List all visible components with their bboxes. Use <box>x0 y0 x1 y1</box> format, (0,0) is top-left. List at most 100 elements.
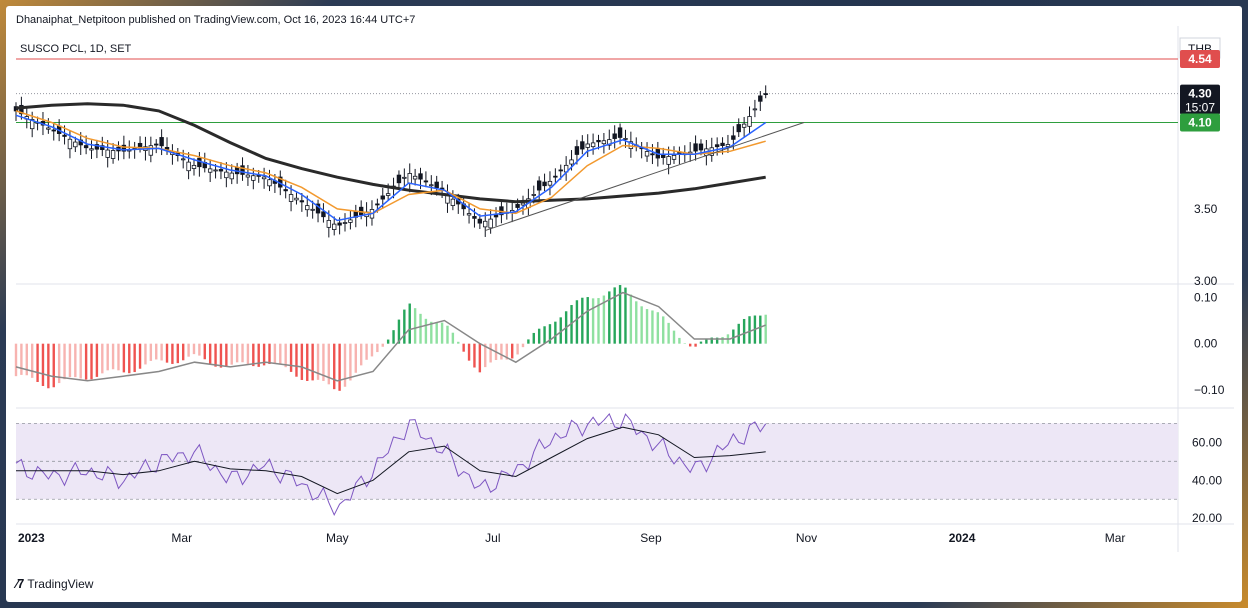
macd-bar <box>14 343 18 377</box>
macd-bar <box>74 343 77 378</box>
macd-bar <box>413 308 417 344</box>
tradingview-logo-icon: ⁄7 <box>16 576 24 591</box>
candle <box>520 195 526 215</box>
candle-body <box>83 145 89 149</box>
last-price-label-bg <box>1180 84 1220 115</box>
candle-body <box>488 218 493 229</box>
macd-bar <box>597 298 600 344</box>
candle-body <box>154 143 159 146</box>
macd-bar <box>235 343 239 363</box>
macd-bar <box>618 285 622 344</box>
candle-body <box>89 148 94 151</box>
macd-bar <box>430 321 433 344</box>
candle-body <box>558 169 563 172</box>
candle-body <box>326 220 332 228</box>
macd-bar <box>359 343 363 366</box>
candle-body <box>299 200 305 203</box>
macd-bar <box>106 343 109 371</box>
price-tick-label: 3.50 <box>1194 202 1218 216</box>
candle-body <box>574 146 580 155</box>
macd-bar <box>742 318 746 344</box>
candle-body <box>693 143 698 152</box>
support-price-label: 4.10 <box>1188 115 1212 129</box>
macd-bar <box>397 319 401 344</box>
macd-bar <box>640 306 643 344</box>
last-price-label-countdown: 15:07 <box>1185 101 1215 115</box>
candle-body <box>402 176 407 179</box>
sma-slow-line <box>15 102 766 204</box>
candle <box>234 162 240 184</box>
macd-bar <box>715 337 719 344</box>
candle <box>580 135 585 155</box>
candle <box>73 136 78 153</box>
candle <box>445 184 450 213</box>
macd-bar <box>705 338 708 344</box>
chart-svg[interactable]: SUSCO PCL, 1D, SET THB 3.003.504.544.301… <box>6 26 1242 586</box>
candle <box>466 203 472 224</box>
candle <box>51 123 56 141</box>
candle-body <box>288 194 294 202</box>
macd-bar <box>171 343 174 364</box>
macd-bar <box>672 330 676 344</box>
macd-bar <box>624 287 627 344</box>
candle <box>483 212 488 237</box>
macd-bar <box>376 343 379 353</box>
macd-bar <box>25 343 28 376</box>
candle-body <box>294 197 299 201</box>
candle-body <box>105 149 110 158</box>
macd-bar <box>63 343 66 380</box>
candle-body <box>698 143 704 151</box>
candle <box>110 143 116 164</box>
candle-body <box>650 153 655 156</box>
candle <box>725 134 731 153</box>
candle-body <box>590 142 596 148</box>
macd-bar <box>322 343 325 381</box>
candle-body <box>580 141 585 150</box>
candle <box>170 144 175 165</box>
candle <box>154 139 159 154</box>
candle-body <box>741 123 747 128</box>
macd-bar <box>138 343 142 369</box>
candle-body <box>310 208 315 211</box>
candle-body <box>520 202 526 206</box>
macd-bar <box>273 343 277 364</box>
macd-bar <box>581 297 584 344</box>
macd-bar <box>645 309 649 344</box>
candle <box>412 168 418 186</box>
candle <box>332 216 337 236</box>
macd-bar <box>257 343 260 367</box>
macd-bar <box>457 341 460 344</box>
candle-body <box>466 213 472 216</box>
macd-bar <box>20 343 23 375</box>
rsi-pane: 60.00 40.00 20.00 <box>15 412 1222 525</box>
macd-bar <box>748 316 751 344</box>
candle <box>283 179 288 199</box>
candle <box>553 168 558 183</box>
macd-bar <box>548 324 552 344</box>
candle <box>623 129 628 148</box>
candle <box>488 209 493 234</box>
macd-bar <box>699 341 703 344</box>
macd-bar <box>30 343 34 378</box>
candle-body <box>536 180 542 191</box>
macd-bar <box>451 332 455 344</box>
candle <box>601 133 607 154</box>
candle <box>94 139 100 159</box>
candle <box>24 106 29 129</box>
candle-body <box>531 194 536 196</box>
macd-bar <box>41 343 45 386</box>
macd-bar <box>241 343 244 363</box>
rsi-ma-line <box>16 426 766 495</box>
candle-body <box>542 181 547 187</box>
macd-bar <box>128 343 131 374</box>
macd-bar <box>52 343 55 388</box>
candle <box>628 131 634 158</box>
candle-body <box>342 222 348 224</box>
macd-bar <box>47 343 50 389</box>
support-price-label-bg <box>1180 113 1220 132</box>
macd-bar <box>289 343 293 372</box>
candle-body <box>752 108 758 111</box>
candle <box>89 140 94 159</box>
macd-tick-label: −0.10 <box>1194 383 1225 397</box>
macd-tick-label: 0.00 <box>1194 337 1218 351</box>
